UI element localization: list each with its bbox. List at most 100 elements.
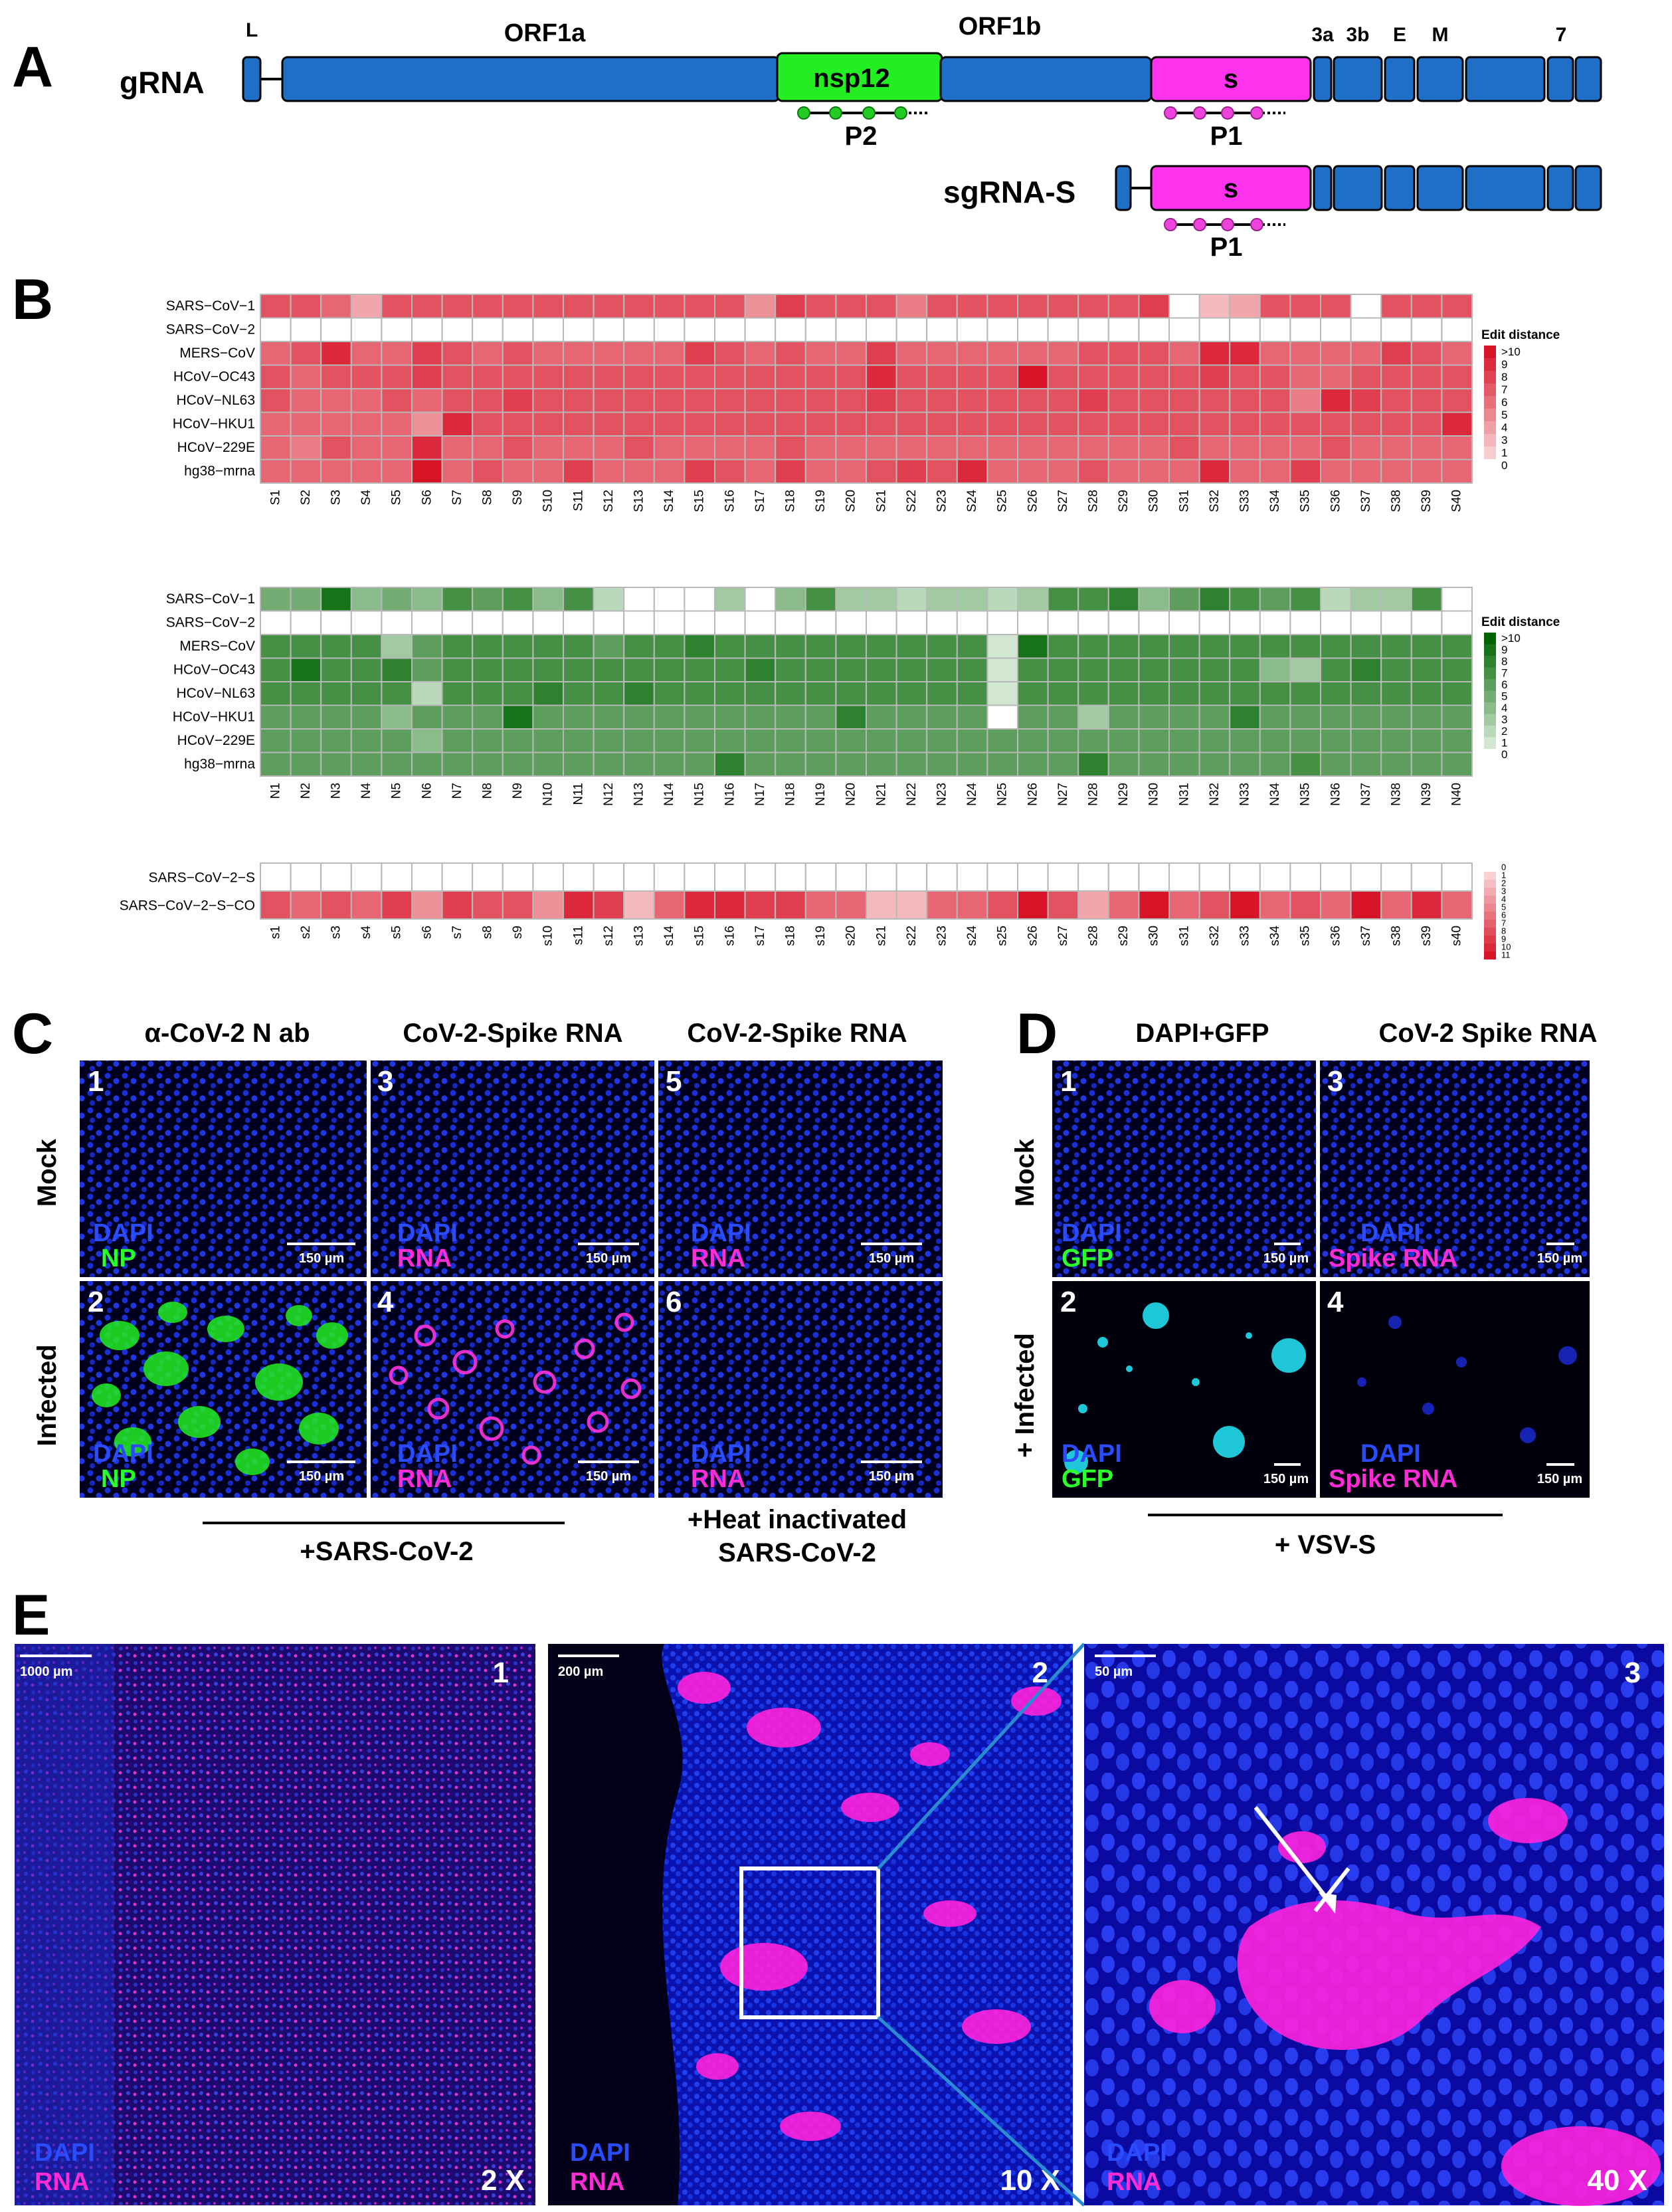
heatmap-col-label: S11 [571, 490, 585, 511]
svg-text:RNA: RNA [691, 1465, 745, 1493]
heatmap-cell [653, 411, 686, 437]
heatmap-cell [744, 364, 777, 389]
heatmap-cell [381, 587, 413, 612]
panel-letter-c: C [12, 1002, 53, 1066]
heatmap-cell [714, 294, 746, 319]
heatmap-cell [1168, 681, 1200, 706]
heatmap-cell [714, 890, 746, 920]
heatmap-cell [775, 681, 806, 706]
heatmap-cell [1077, 388, 1109, 413]
heatmap-cell [986, 341, 1019, 366]
heatmap-col-label: s5 [390, 926, 404, 939]
heatmap-col-label: S29 [1117, 490, 1131, 512]
heatmap-col-label: N35 [1299, 783, 1313, 806]
heatmap-cell [1138, 458, 1170, 484]
heatmap-cell [320, 890, 352, 920]
heatmap-cell [593, 435, 625, 460]
heatmap-cell [1380, 752, 1412, 777]
e-zoom-box [739, 1866, 880, 2019]
svg-text:1: 1 [1060, 1065, 1076, 1098]
heatmap-cell [472, 435, 504, 460]
heatmap-cell [1350, 634, 1382, 659]
heatmap-col-label: S39 [1420, 490, 1434, 512]
heatmap-cell [1320, 294, 1352, 319]
heatmap-cell [1047, 317, 1079, 342]
heatmap-cell [866, 634, 897, 659]
svg-text:10 X: 10 X [1000, 2164, 1060, 2197]
heatmap-cell [956, 458, 988, 484]
heatmap-cell [320, 728, 352, 754]
heatmap-cell [1077, 411, 1109, 437]
heatmap-cell [1229, 752, 1261, 777]
svg-text:RNA: RNA [1107, 2168, 1161, 2196]
heatmap-cell [1017, 435, 1049, 460]
svg-text:4: 4 [1327, 1286, 1344, 1318]
legend-tick: 3 [1501, 434, 1507, 447]
heatmap-cell [1198, 294, 1231, 319]
heatmap-cell [1107, 317, 1140, 342]
heatmap-cell [744, 435, 777, 460]
heatmap-cell [835, 681, 868, 706]
heatmap-col-label: N24 [965, 783, 979, 806]
heatmap-cell [472, 458, 504, 484]
heatmap-cell [472, 411, 504, 437]
heatmap-col-label: S31 [1177, 490, 1191, 512]
heatmap-col-label: N6 [420, 783, 434, 799]
heatmap-cell [1441, 657, 1473, 682]
legend-swatch [1484, 679, 1496, 691]
legend-tick: 0 [1501, 748, 1507, 761]
heatmap-row-label: HCoV−OC43 [173, 369, 255, 385]
heatmap-cell [744, 634, 777, 659]
heatmap-cell [1380, 435, 1412, 460]
heatmap-cell [502, 411, 534, 437]
heatmap-cell [563, 364, 595, 389]
heatmap-cell [411, 435, 443, 460]
heatmap-cell [1410, 610, 1443, 635]
legend-tick: 6 [1501, 678, 1507, 691]
svg-text:DAPI: DAPI [570, 2139, 630, 2167]
heatmap-cell [290, 610, 322, 635]
heatmap-cell [1047, 458, 1079, 484]
heatmap-col-label: s28 [1086, 926, 1100, 946]
legend-swatch [1484, 944, 1496, 952]
heatmap-cell [1350, 341, 1382, 366]
panel-letter-a: A [12, 35, 53, 99]
heatmap-cell [1077, 752, 1109, 777]
heatmap-cell [1017, 294, 1049, 319]
heatmap-cell [1441, 587, 1473, 612]
heatmap-cell [1107, 728, 1140, 754]
svg-text:150 µm: 150 µm [586, 1251, 631, 1266]
heatmap-row-label: SARS−CoV−2−S [148, 870, 255, 886]
heatmap-cell [320, 752, 352, 777]
heatmap-cell [775, 317, 806, 342]
heatmap-cell [472, 890, 504, 920]
heatmap-cell [593, 681, 625, 706]
heatmap-cell [502, 681, 534, 706]
heatmap-cell [804, 634, 837, 659]
heatmap-cell [744, 704, 777, 730]
heatmap-col-label: S32 [1208, 490, 1222, 512]
heatmap-col-label: N31 [1177, 783, 1191, 806]
heatmap-cell [1320, 890, 1352, 920]
heatmap-cell [804, 388, 837, 413]
svg-text:GFP: GFP [1062, 1245, 1113, 1272]
heatmap-cell [653, 341, 686, 366]
grna-track [242, 52, 1602, 102]
heatmap-cell [260, 657, 292, 682]
legend-swatch [1484, 690, 1496, 702]
heatmap-cell [1320, 411, 1352, 437]
heatmap-cell [986, 587, 1019, 612]
c-tile-2: 2 DAPI NP 150 µm [80, 1281, 367, 1498]
heatmap-cell [1289, 587, 1322, 612]
label-orf1b: ORF1b [959, 13, 1042, 41]
heatmap-cell [835, 411, 868, 437]
heatmap-cell [653, 610, 686, 635]
heatmap-col-label: s14 [662, 926, 676, 946]
heatmap-cell [350, 388, 383, 413]
heatmap-col-label: S9 [511, 490, 525, 505]
heatmap-cell [1229, 411, 1261, 437]
heatmap-cell [411, 862, 443, 892]
heatmap-cell [986, 317, 1019, 342]
heatmap-cell [1410, 341, 1443, 366]
svg-text:3: 3 [1625, 1657, 1641, 1689]
